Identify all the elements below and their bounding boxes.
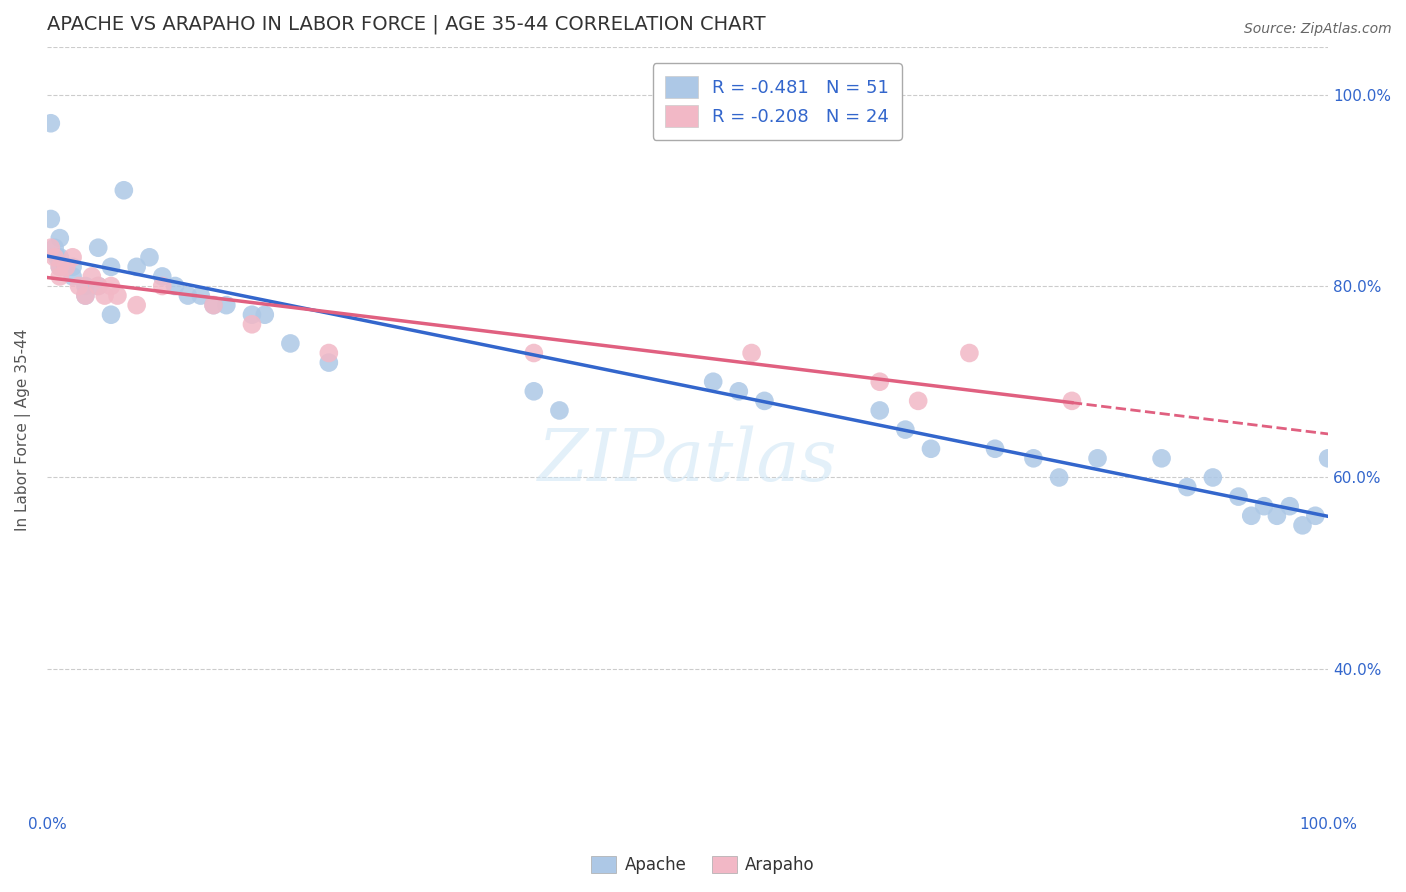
Point: [62, 269, 84, 284]
Text: APACHE VS ARAPAHO IN LABOR FORCE | AGE 35-44 CORRELATION CHART: APACHE VS ARAPAHO IN LABOR FORCE | AGE 3…: [46, 15, 766, 35]
Point: [150, 279, 173, 293]
Point: [984, 442, 1007, 456]
Point: [548, 403, 571, 417]
Point: [1265, 508, 1288, 523]
Point: [39, 116, 62, 130]
Point: [75, 288, 97, 302]
Y-axis label: In Labor Force | Age 35-44: In Labor Force | Age 35-44: [15, 328, 31, 531]
Point: [165, 279, 187, 293]
Point: [49, 269, 72, 284]
Point: [1240, 508, 1263, 523]
Point: [138, 250, 160, 264]
Point: [869, 403, 891, 417]
Point: [93, 288, 115, 302]
Point: [702, 375, 724, 389]
Point: [39, 212, 62, 227]
Point: [125, 260, 148, 274]
Point: [87, 279, 110, 293]
Point: [62, 250, 84, 264]
Point: [741, 346, 763, 360]
Point: [1278, 499, 1301, 513]
Point: [1227, 490, 1250, 504]
Point: [190, 288, 212, 302]
Point: [75, 288, 97, 302]
Point: [80, 269, 103, 284]
Point: [869, 375, 891, 389]
Point: [1150, 451, 1173, 466]
Point: [1202, 470, 1225, 484]
Legend: R = -0.481   N = 51, R = -0.208   N = 24: R = -0.481 N = 51, R = -0.208 N = 24: [652, 63, 901, 140]
Point: [907, 393, 929, 408]
Point: [49, 250, 72, 264]
Point: [100, 260, 122, 274]
Point: [87, 241, 110, 255]
Point: [754, 393, 776, 408]
Point: [1060, 393, 1083, 408]
Text: ZIPatlas: ZIPatlas: [537, 425, 838, 495]
Point: [523, 346, 546, 360]
Point: [49, 231, 72, 245]
Point: [107, 288, 129, 302]
Point: [253, 308, 276, 322]
Point: [727, 384, 749, 399]
Point: [1047, 470, 1070, 484]
Point: [39, 241, 62, 255]
Point: [1317, 451, 1340, 466]
Point: [318, 346, 340, 360]
Point: [240, 318, 263, 332]
Point: [75, 279, 97, 293]
Point: [1253, 499, 1275, 513]
Point: [1291, 518, 1313, 533]
Point: [100, 279, 122, 293]
Point: [318, 355, 340, 369]
Point: [125, 298, 148, 312]
Point: [87, 279, 110, 293]
Text: Source: ZipAtlas.com: Source: ZipAtlas.com: [1244, 22, 1392, 37]
Point: [240, 308, 263, 322]
Point: [202, 298, 225, 312]
Legend: Apache, Arapaho: Apache, Arapaho: [583, 847, 823, 883]
Point: [1022, 451, 1045, 466]
Point: [46, 250, 69, 264]
Point: [49, 260, 72, 274]
Point: [177, 288, 200, 302]
Point: [150, 269, 173, 284]
Point: [62, 260, 84, 274]
Point: [112, 183, 135, 197]
Point: [44, 250, 66, 264]
Point: [1305, 508, 1327, 523]
Point: [1087, 451, 1109, 466]
Point: [49, 260, 72, 274]
Point: [44, 241, 66, 255]
Point: [67, 279, 90, 293]
Point: [523, 384, 546, 399]
Point: [1175, 480, 1198, 494]
Point: [280, 336, 302, 351]
Point: [215, 298, 238, 312]
Point: [202, 298, 225, 312]
Point: [957, 346, 980, 360]
Point: [894, 423, 917, 437]
Point: [55, 260, 77, 274]
Point: [100, 308, 122, 322]
Point: [920, 442, 942, 456]
